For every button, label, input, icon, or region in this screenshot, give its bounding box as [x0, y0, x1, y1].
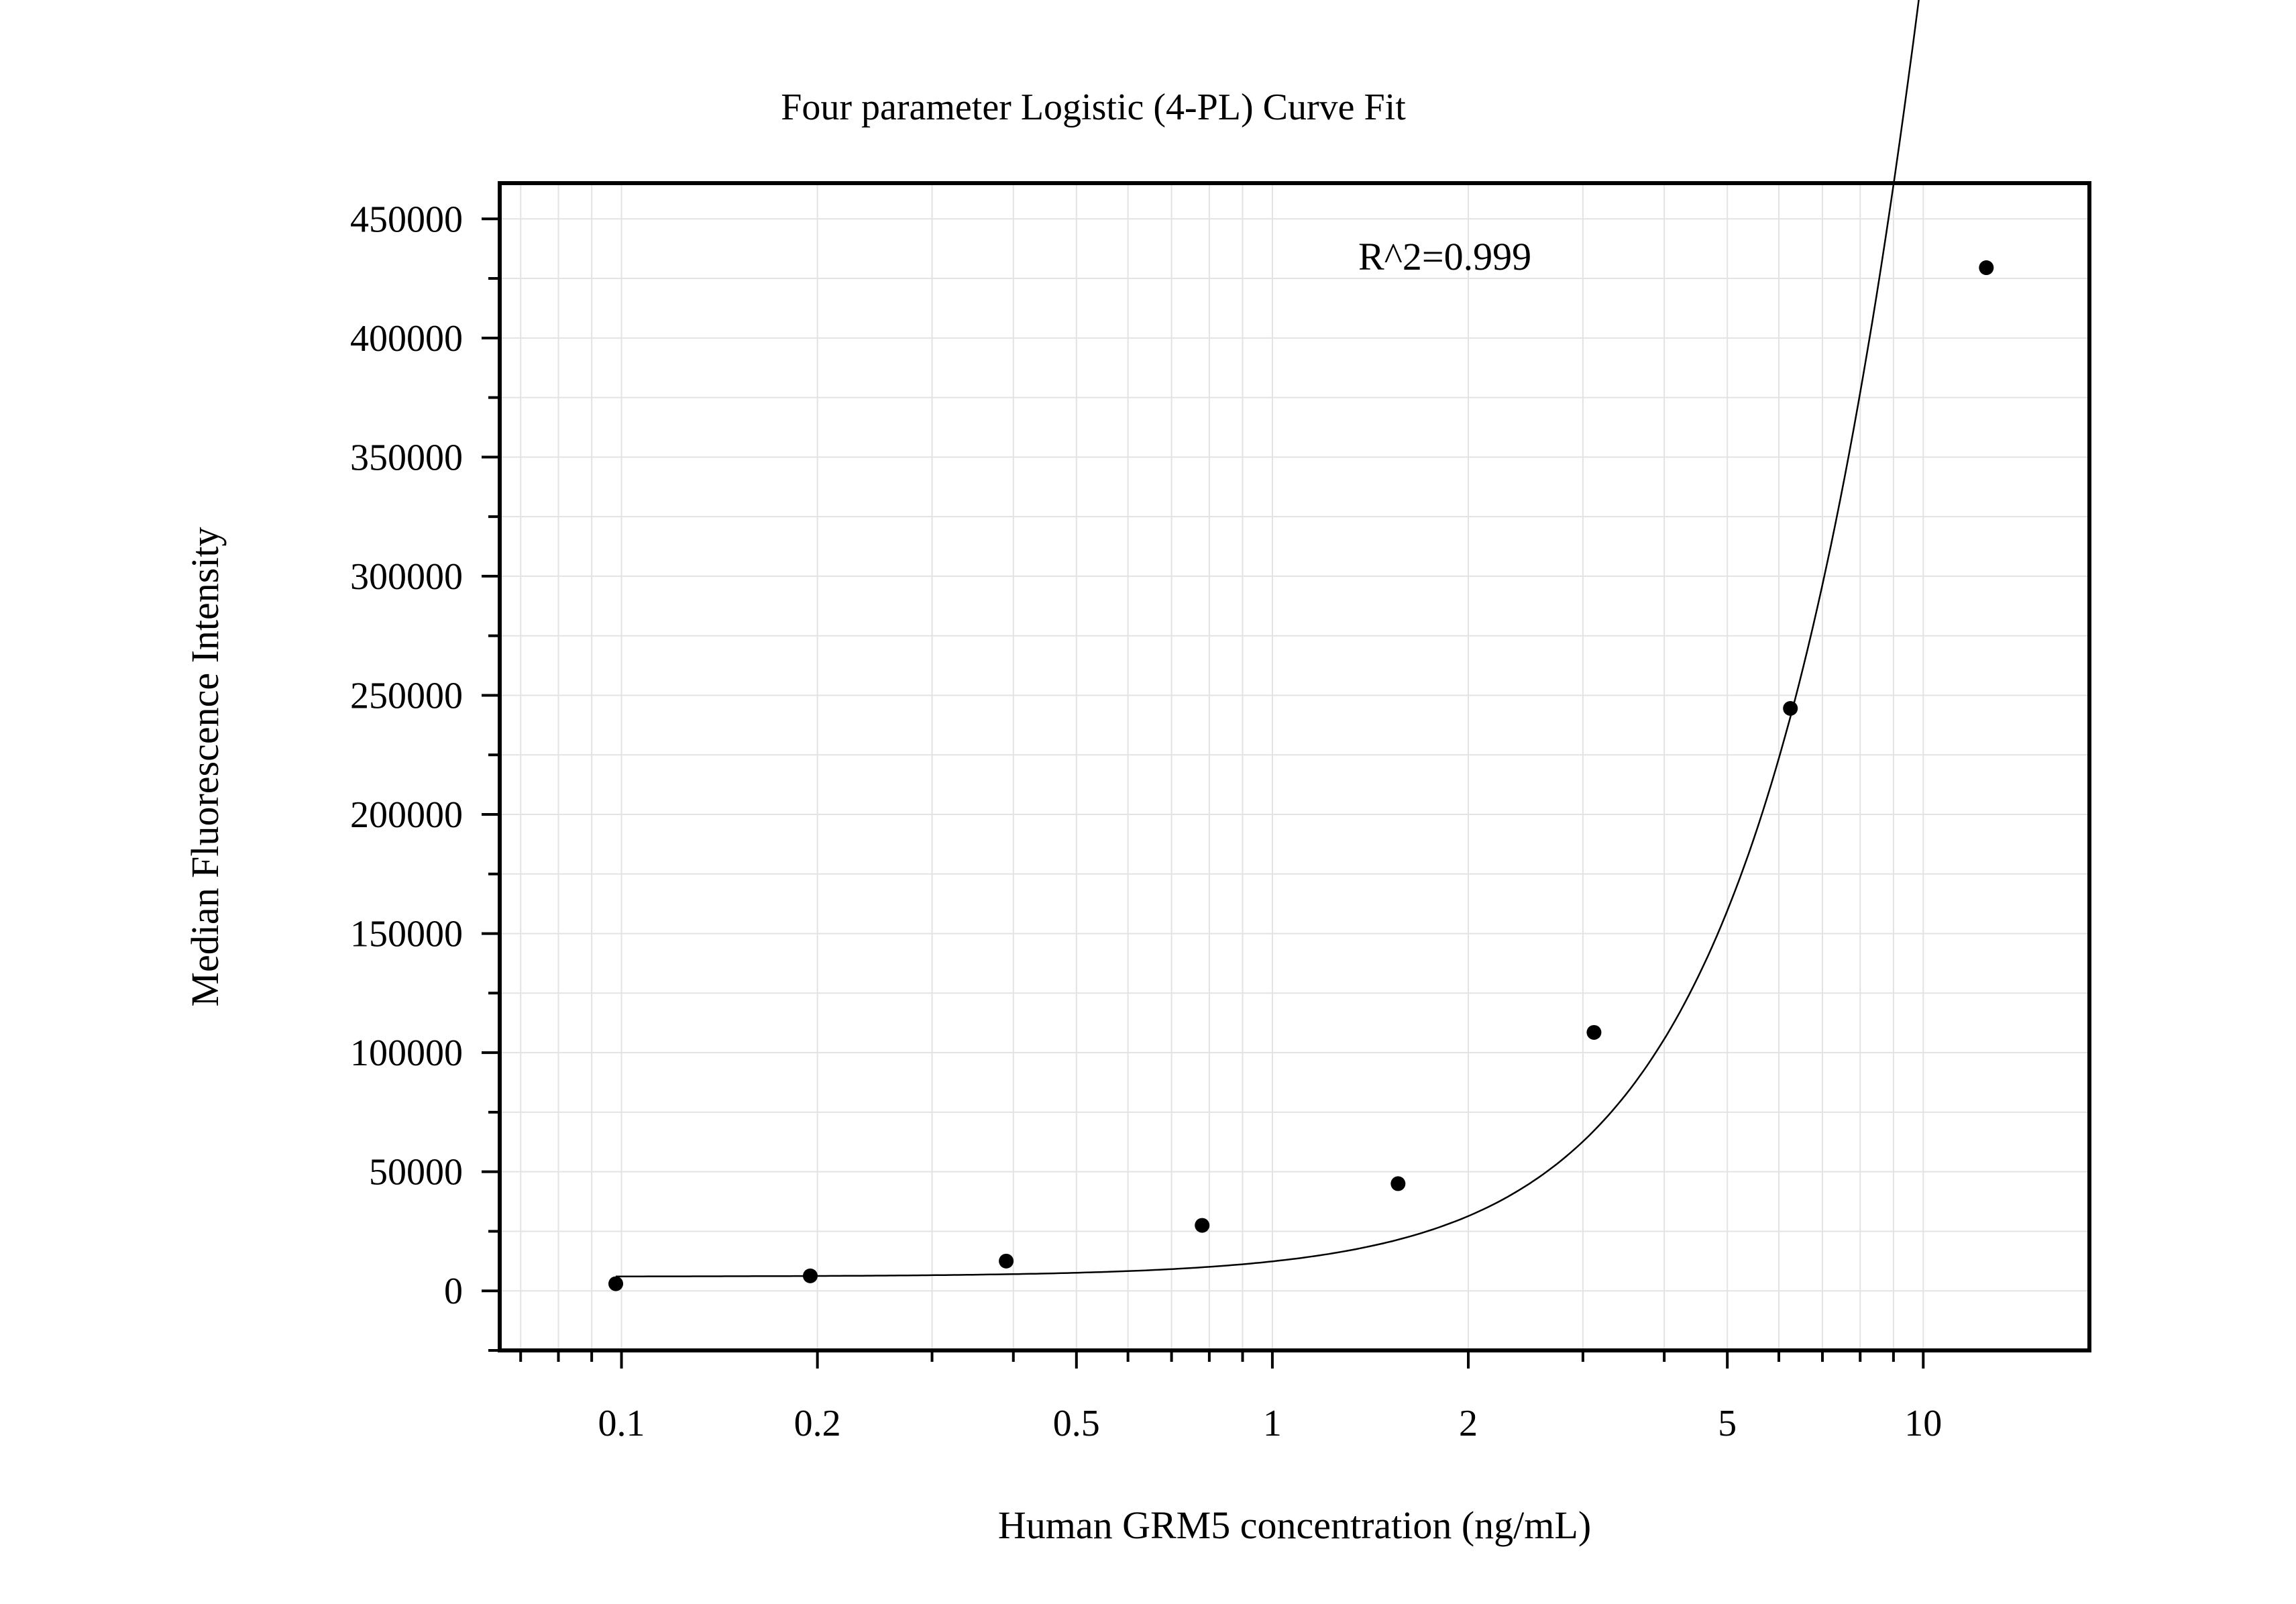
grid	[500, 183, 2089, 1351]
x-tick-label: 2	[1459, 1403, 1478, 1444]
y-tick-label: 200000	[350, 794, 463, 836]
y-tick-label: 0	[444, 1271, 463, 1312]
data-point	[1586, 1024, 1602, 1040]
y-tick-label: 250000	[350, 675, 463, 716]
x-tick-label: 1	[1263, 1403, 1282, 1444]
data-point	[608, 1276, 624, 1291]
data-point	[999, 1253, 1014, 1269]
data-point	[1783, 701, 1798, 716]
y-axis-label: Median Fluorescence Intensity	[183, 527, 227, 1006]
x-axis-label: Human GRM5 concentration (ng/mL)	[998, 1503, 1591, 1547]
chart-title: Four parameter Logistic (4-PL) Curve Fit	[781, 87, 1406, 128]
data-point	[1390, 1176, 1406, 1191]
y-tick-label: 150000	[350, 914, 463, 955]
x-tick-label: 10	[1904, 1403, 1942, 1444]
plot-frame	[498, 181, 2091, 1352]
data-point	[802, 1268, 818, 1283]
data-point	[1979, 260, 1994, 276]
x-tick-label: 0.2	[794, 1403, 841, 1444]
y-tick-label: 350000	[350, 437, 463, 478]
fit-curve	[616, 0, 1920, 1277]
r-squared-annotation: R^2=0.999	[1358, 235, 1531, 278]
y-tick-label: 50000	[369, 1152, 463, 1193]
x-tick-label: 5	[1718, 1403, 1737, 1444]
x-tick-label: 0.1	[598, 1403, 645, 1444]
x-tick-label: 0.5	[1053, 1403, 1100, 1444]
data-points	[608, 260, 1994, 1291]
axis-tick-labels: 0.1 0.2 0.5 1 2 5 10 0 50000 100000 150000 200000 25…	[350, 199, 1942, 1444]
data-point	[1195, 1218, 1210, 1233]
y-tick-label: 100000	[350, 1032, 463, 1074]
y-tick-label: 400000	[350, 318, 463, 360]
y-tick-label: 450000	[350, 199, 463, 240]
y-tick-label: 300000	[350, 556, 463, 598]
axis-ticks	[482, 217, 1925, 1369]
